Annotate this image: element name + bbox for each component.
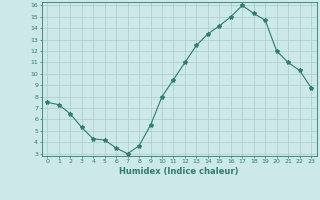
- X-axis label: Humidex (Indice chaleur): Humidex (Indice chaleur): [119, 167, 239, 176]
